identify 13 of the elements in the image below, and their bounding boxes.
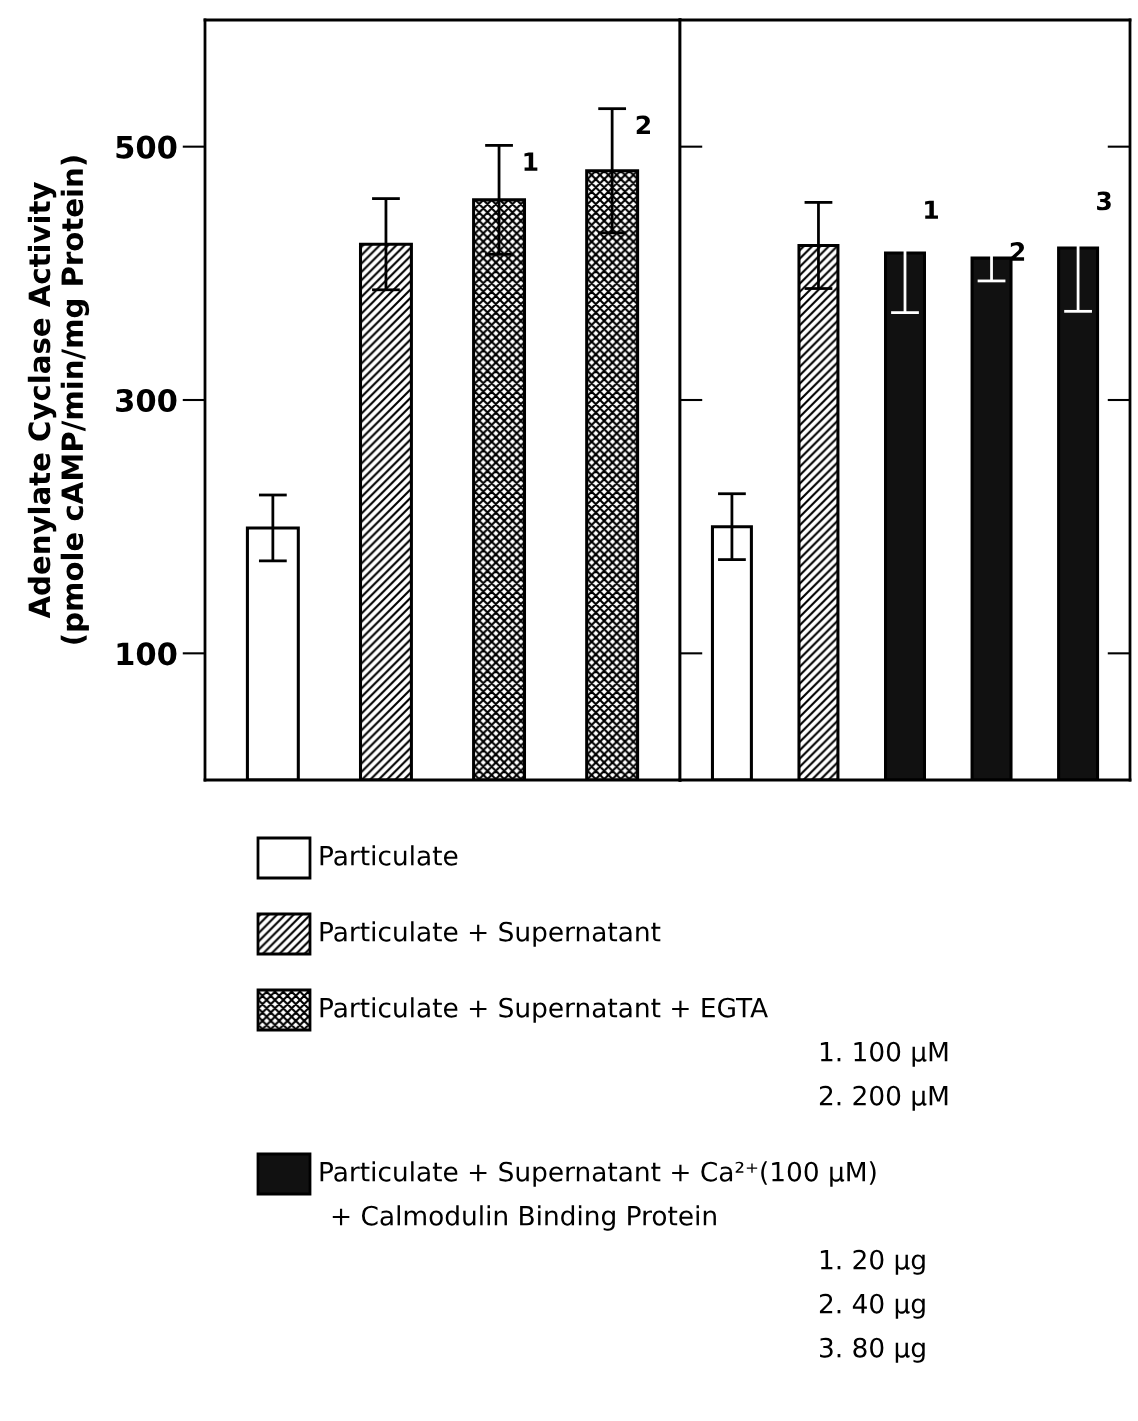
text: Particulate + Supernatant + Ca²⁺(100 µM) + Calmodulin Binding Protein 1. 20 µg 2. 40 µg 3. 80 µg	[320, 1161, 925, 1363]
legend-label: Particulate	[320, 845, 458, 866]
y-tick-label: 500	[116, 135, 177, 159]
y-tick-label: 100	[117, 642, 177, 666]
y-axis-title: Adenylate Cyclase Activity (pmole cAMP/min/mg Protein)	[27, 156, 90, 644]
text: Particulate + Supernatant + EGTA 1. 100 µM 2. 200 µM	[320, 997, 948, 1111]
annotation: 2	[636, 115, 650, 134]
annotation: 3	[1097, 191, 1111, 211]
annotation: 2	[1010, 242, 1025, 261]
annotation: 1	[524, 152, 538, 171]
annotation: 1	[925, 200, 938, 219]
legend-label: Particulate + Supernatant	[320, 921, 661, 947]
y-tick-label: 300	[116, 388, 177, 413]
